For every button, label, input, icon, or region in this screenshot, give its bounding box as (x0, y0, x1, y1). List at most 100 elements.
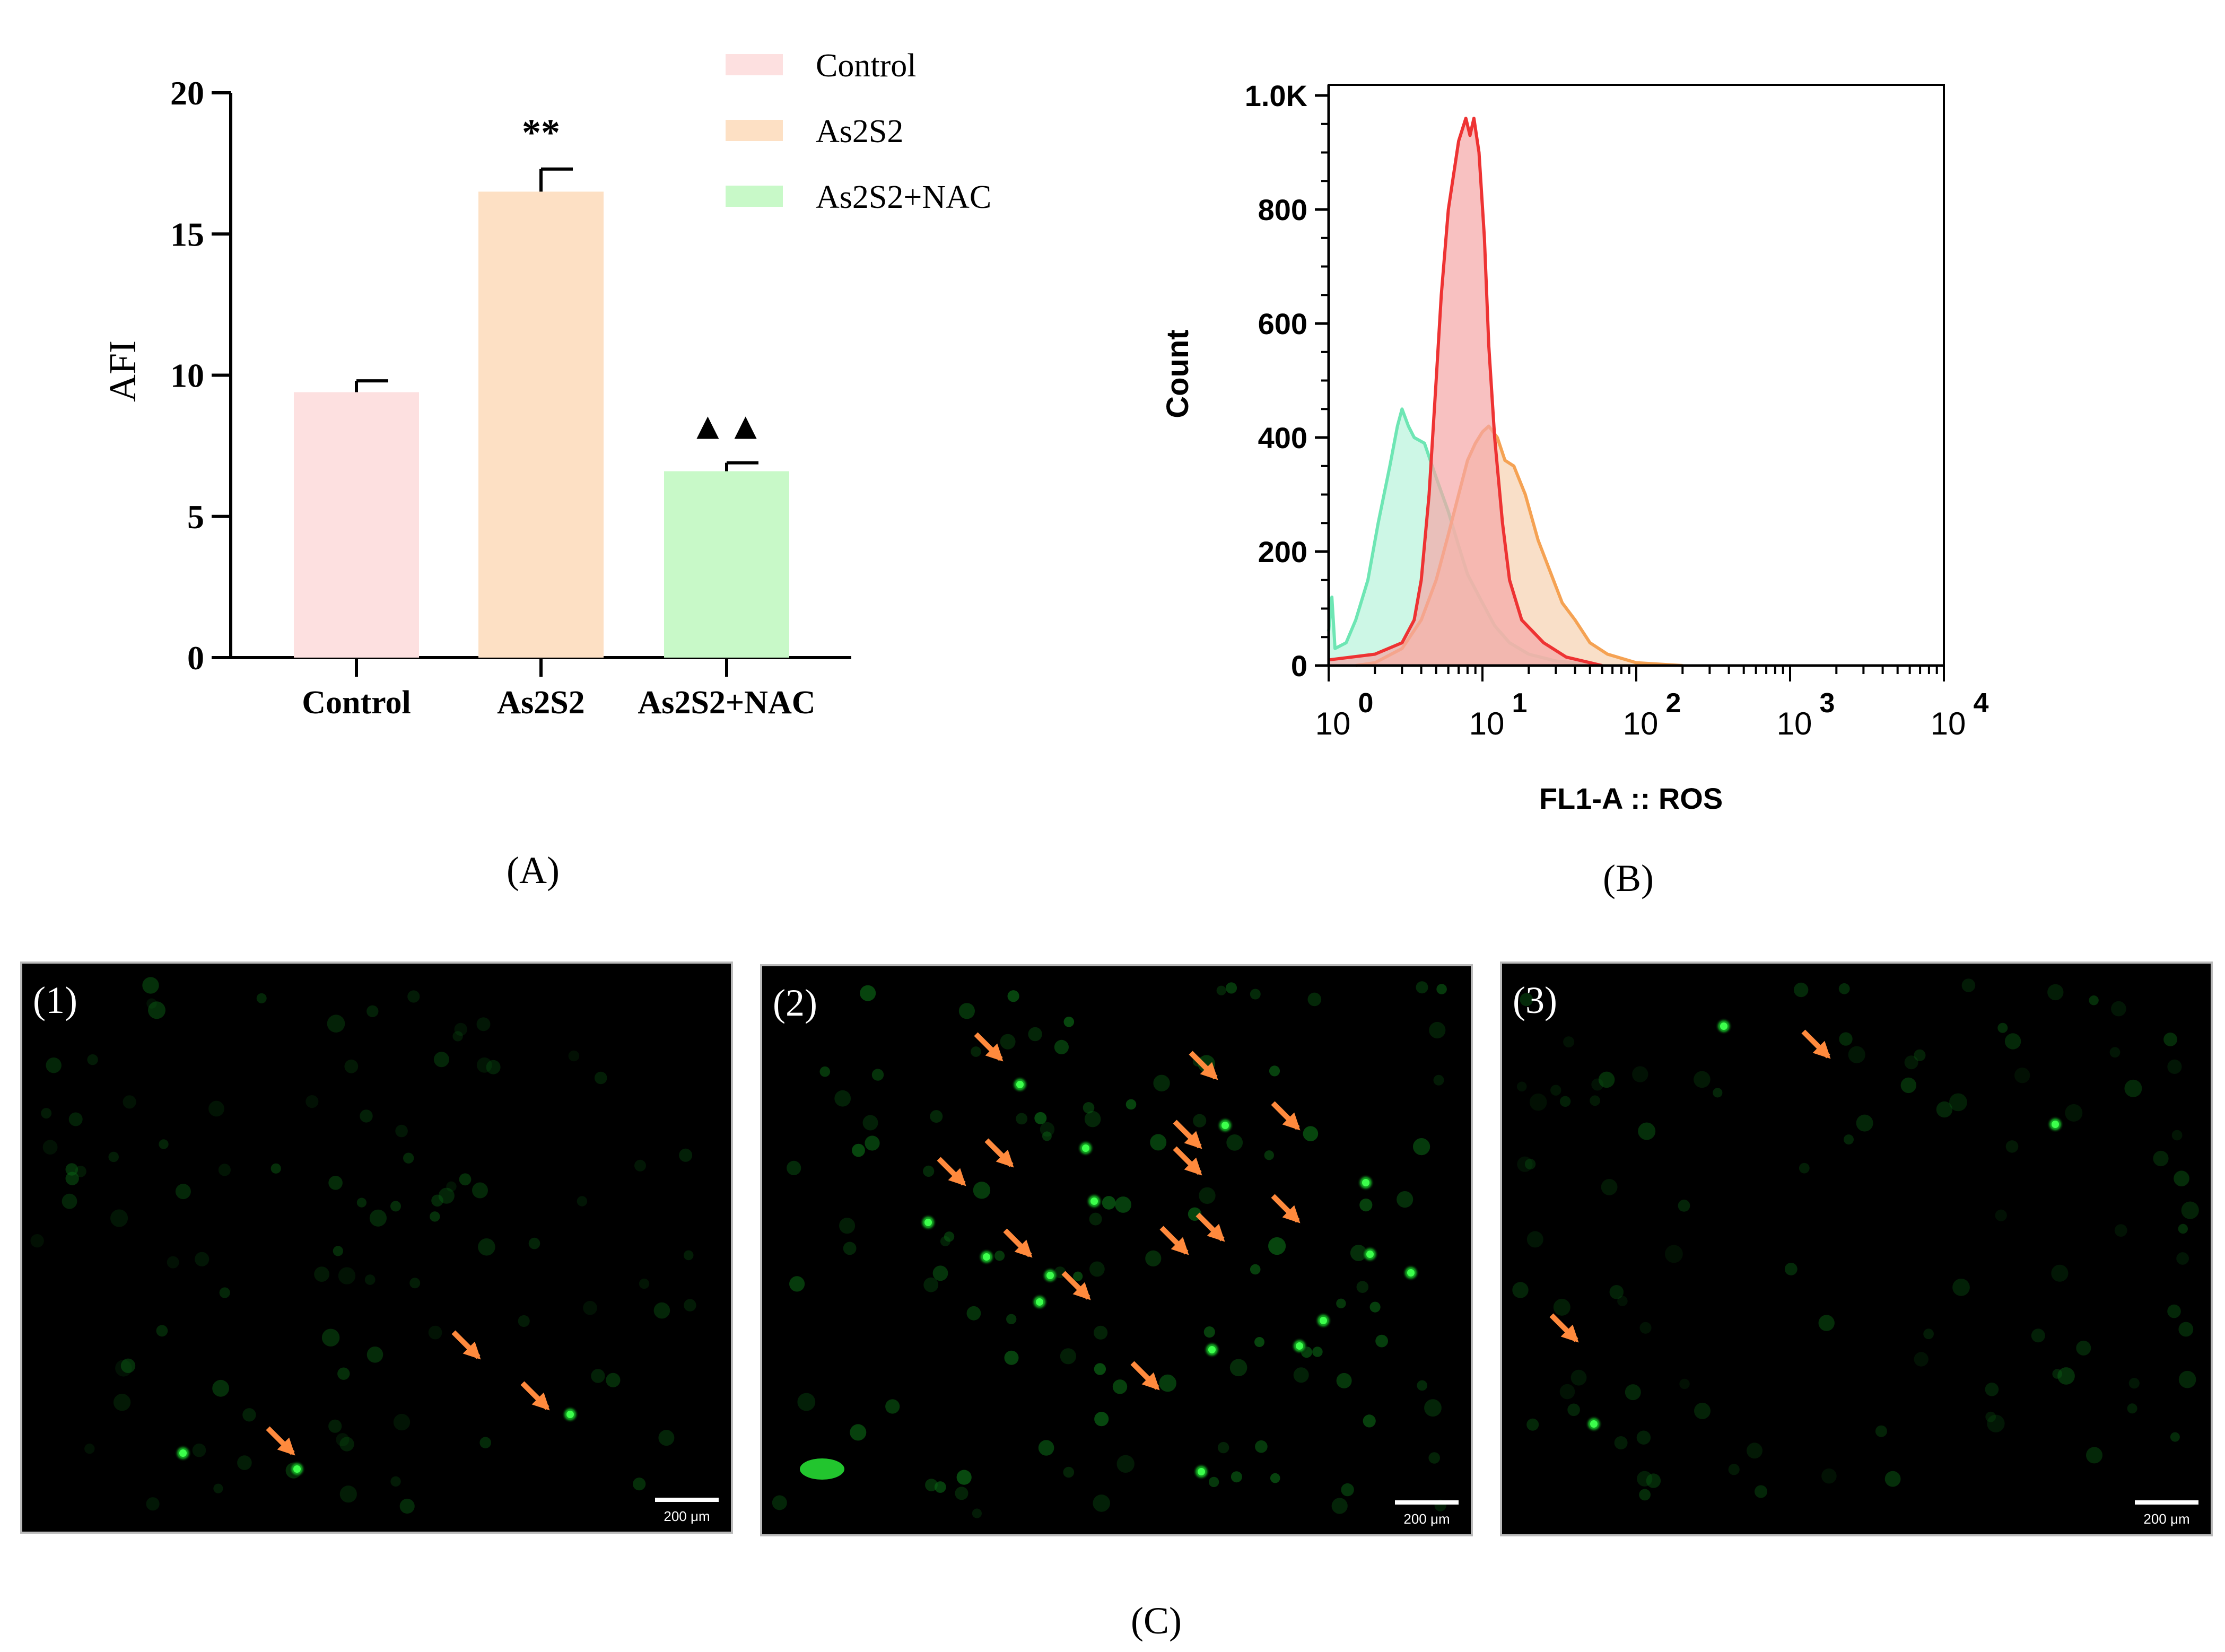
cell (658, 1430, 675, 1446)
cell (452, 1031, 463, 1042)
bright-cell-core (1590, 1420, 1598, 1428)
cell (1413, 1138, 1430, 1156)
cell (1225, 982, 1237, 994)
cell (1102, 1196, 1116, 1210)
cell (1336, 1373, 1352, 1388)
cell (679, 1148, 693, 1162)
cell (1570, 1369, 1587, 1386)
cell (2128, 1378, 2140, 1389)
cell (314, 1266, 329, 1282)
cell (1331, 1498, 1348, 1514)
cell (1231, 1471, 1242, 1483)
cell (1145, 1250, 1162, 1266)
cell (1590, 1095, 1601, 1106)
cell (146, 998, 157, 1009)
cell (1755, 1485, 1767, 1498)
cell (212, 1379, 229, 1397)
bar-as2s2-nac (664, 471, 789, 658)
cell (2057, 1367, 2075, 1385)
cell (683, 1250, 694, 1261)
cell (1428, 1452, 1440, 1464)
legend-swatch (726, 120, 783, 141)
x-tick-label-base: 10 (1469, 706, 1505, 741)
cell (930, 1110, 943, 1123)
cell (2170, 1432, 2180, 1442)
y-tick-label: 400 (1258, 421, 1307, 454)
cell (1375, 1334, 1389, 1348)
cell (583, 1300, 597, 1315)
cell (2178, 1223, 2188, 1234)
cell (2052, 1369, 2062, 1379)
bright-cell-core (1221, 1122, 1229, 1129)
cell (1016, 1113, 1028, 1125)
cell (2089, 995, 2099, 1006)
cell (1268, 1237, 1286, 1255)
bright-cell-core (1036, 1298, 1043, 1306)
cell (2086, 1447, 2102, 1464)
cell (1550, 1085, 1561, 1096)
cell (966, 1306, 981, 1321)
bright-cell-core (1320, 1317, 1327, 1324)
cell (1063, 1466, 1075, 1478)
cell (175, 1184, 191, 1200)
cell (2076, 1340, 2091, 1356)
cell (146, 1497, 160, 1511)
y-tick-label: 0 (187, 639, 204, 677)
cell (1359, 1199, 1373, 1212)
cell (446, 1181, 457, 1192)
y-tick-label: 200 (1258, 535, 1307, 569)
cell (75, 1166, 86, 1177)
cell (62, 1193, 77, 1209)
cell (1848, 1046, 1865, 1063)
cell (46, 1057, 62, 1073)
cell (843, 1242, 857, 1255)
bright-cell-core (1366, 1251, 1374, 1258)
cell (120, 1358, 136, 1373)
cell (433, 1052, 449, 1068)
cell (2014, 1068, 2030, 1083)
cell (68, 1112, 83, 1126)
cell (271, 1163, 281, 1174)
cell (256, 993, 267, 1003)
arrow-annotation (1196, 1212, 1225, 1242)
cell (1821, 1468, 1837, 1484)
legend-swatch (726, 186, 783, 207)
cell (87, 1054, 98, 1065)
cell (1034, 1112, 1047, 1124)
cell (1524, 1158, 1536, 1170)
cell (1639, 1322, 1652, 1334)
cell (1363, 1414, 1376, 1428)
cell (934, 1481, 946, 1493)
cell (1264, 1150, 1274, 1160)
cell (1679, 1378, 1690, 1389)
micrograph-image (760, 964, 1473, 1536)
cell (1006, 1314, 1017, 1324)
cell (1004, 1350, 1019, 1365)
cell (1563, 1036, 1575, 1048)
cell (1089, 1261, 1105, 1277)
bright-cell-core (1082, 1144, 1089, 1152)
x-tick-label-base: 10 (1315, 706, 1351, 741)
cell (356, 1198, 367, 1208)
cell (438, 1187, 455, 1204)
cell (1203, 1326, 1215, 1338)
cell (1591, 1078, 1604, 1091)
cell (940, 1236, 950, 1246)
bright-cell-core (1362, 1179, 1369, 1186)
x-tick-label-base: 10 (1623, 706, 1659, 741)
cell (454, 1022, 467, 1036)
y-tick-label: 600 (1258, 307, 1307, 340)
cell (242, 1408, 256, 1422)
cell (123, 1095, 136, 1109)
cell (1433, 1074, 1444, 1086)
arrow-annotation (1189, 1051, 1218, 1080)
micrograph-label: (1) (33, 979, 77, 1021)
cell (1914, 1352, 1929, 1367)
cell (219, 1287, 230, 1298)
cell (390, 1476, 401, 1487)
arrow-annotation (1173, 1146, 1202, 1176)
cell (30, 1234, 44, 1248)
micrograph-2: (2) 200 μm (760, 964, 1473, 1536)
